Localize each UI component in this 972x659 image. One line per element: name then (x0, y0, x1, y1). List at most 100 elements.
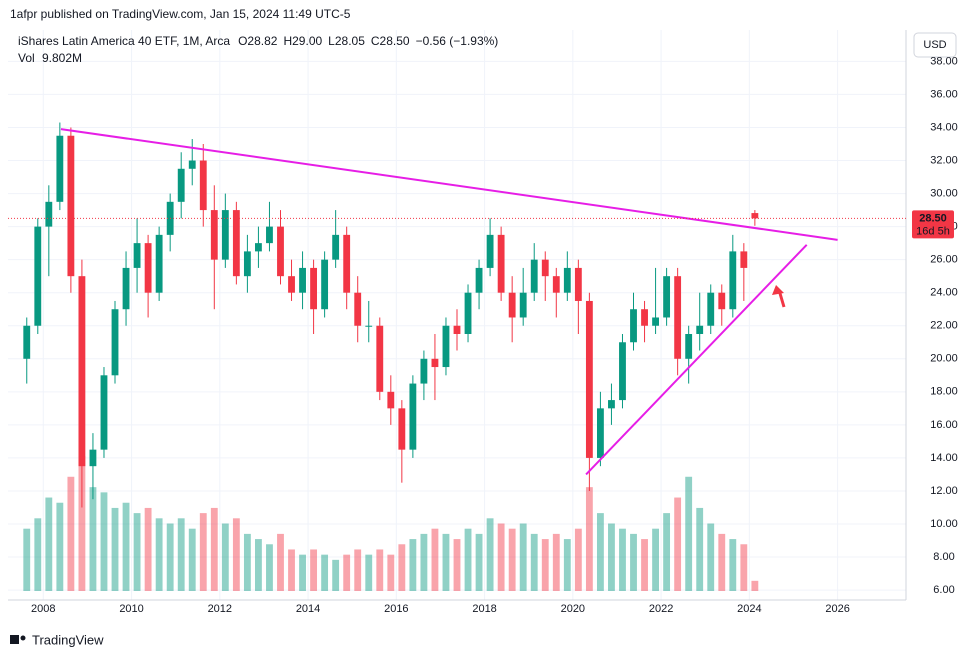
publisher: 1afpr published on TradingView.com, Jan … (10, 7, 351, 21)
volume-bar (563, 539, 571, 591)
ohlc-value: L28.05 (328, 34, 365, 48)
y-tick-label: 6.00 (933, 584, 954, 596)
volume-bar (144, 507, 152, 591)
candle-body (354, 292, 362, 326)
candle-body (34, 226, 42, 326)
volume-bar (409, 539, 417, 591)
volume-bar (321, 554, 329, 591)
y-tick-label: 30.00 (930, 187, 958, 199)
volume-bar (177, 518, 185, 591)
volume-bar (56, 502, 64, 591)
volume-bar (122, 502, 130, 591)
volume-bar (729, 539, 737, 591)
ohlc-value: C28.50 (371, 34, 410, 48)
candle-body (310, 267, 318, 310)
volume-bar (431, 528, 439, 591)
candle-body (464, 292, 472, 334)
volume-bar (255, 539, 262, 591)
volume-bar (199, 513, 207, 591)
tv-logo (10, 635, 26, 644)
volume-bar (596, 513, 604, 591)
x-tick-label: 2018 (472, 603, 496, 615)
candle-body (332, 234, 340, 260)
volume-bar (619, 528, 626, 591)
volume-bar (299, 554, 306, 591)
y-tick-label: 32.00 (930, 154, 958, 166)
candle-body (563, 267, 571, 293)
volume-bar (674, 497, 682, 591)
candle-body (56, 135, 64, 202)
x-tick-label: 2010 (119, 603, 143, 615)
y-tick-label: 14.00 (930, 452, 958, 464)
volume-bar (442, 533, 450, 591)
volume-bar (23, 528, 31, 591)
volume-bar (663, 513, 671, 591)
x-tick-label: 2022 (649, 603, 673, 615)
candle-body (365, 325, 373, 327)
candle-body (210, 210, 218, 260)
volume-bar (685, 476, 693, 591)
volume-bar (508, 528, 516, 591)
candle-body (45, 201, 53, 227)
candle-body (23, 325, 31, 359)
candle-body (541, 259, 549, 277)
candle-body (89, 449, 97, 467)
candle-body (387, 391, 395, 409)
candle-body (519, 292, 527, 318)
y-tick-label: 16.00 (930, 419, 958, 431)
candle-body (641, 309, 648, 326)
y-tick-label: 8.00 (933, 551, 954, 563)
volume-bar (398, 544, 406, 591)
candle-body (707, 292, 715, 326)
candle-body (674, 276, 682, 359)
candle-body (718, 292, 726, 310)
candle-body (232, 210, 240, 277)
candle-body (67, 135, 75, 277)
x-tick-label: 2024 (737, 603, 761, 615)
candle-body (299, 267, 306, 293)
candle-body (652, 317, 659, 326)
candle-body (596, 408, 604, 458)
x-tick-label: 2020 (561, 603, 585, 615)
candle-body (508, 292, 516, 318)
volume-name: Vol (18, 51, 35, 65)
brand: TradingView (32, 632, 104, 647)
candle-body (398, 408, 406, 450)
volume-bar (486, 518, 494, 591)
change: −0.56 (−1.93%) (416, 34, 499, 48)
y-tick-label: 22.00 (930, 320, 958, 332)
volume-bar (608, 523, 615, 591)
candle-body (574, 267, 582, 301)
volume-bar (332, 559, 340, 591)
x-tick-label: 2014 (296, 603, 320, 615)
volume-bar (718, 533, 726, 591)
candle-body (497, 234, 505, 293)
volume-bar (243, 533, 251, 591)
candle-body (288, 276, 295, 293)
candle-body (221, 210, 229, 260)
candle-body (453, 325, 461, 334)
last-price-label: 28.50 (919, 212, 947, 224)
candle-body (177, 168, 185, 202)
volume-bar (420, 533, 428, 591)
currency-box[interactable] (913, 32, 957, 58)
volume-bar (552, 533, 560, 591)
candle-body (475, 267, 483, 293)
volume-bar (376, 549, 384, 591)
volume-bar (541, 539, 549, 591)
volume-bar (707, 523, 715, 591)
volume-bar (310, 549, 318, 591)
candle-body (442, 325, 450, 368)
currency[interactable]: USD (923, 39, 946, 51)
candle-body (243, 251, 251, 277)
volume-bar (210, 507, 218, 591)
candle-body (321, 259, 329, 310)
last-price-box (912, 210, 954, 239)
candle-body (751, 213, 759, 219)
candle-body (255, 243, 262, 252)
candle-body (420, 358, 428, 384)
candle-body (740, 251, 748, 268)
x-tick-label: 2026 (825, 603, 849, 615)
volume-bar (232, 518, 240, 591)
